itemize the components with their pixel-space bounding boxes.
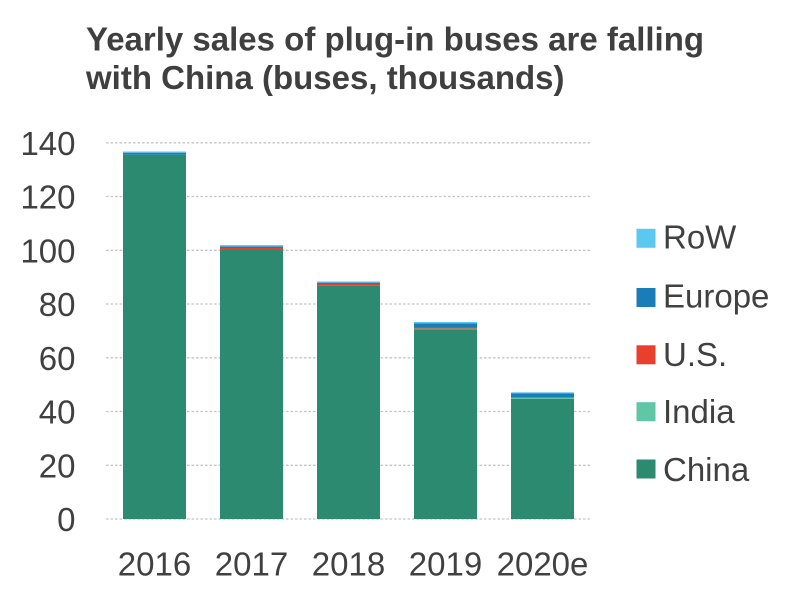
svg-text:100: 100 bbox=[20, 232, 75, 269]
svg-text:China: China bbox=[663, 451, 750, 488]
svg-text:with China (buses, thousands): with China (buses, thousands) bbox=[85, 59, 565, 96]
svg-text:40: 40 bbox=[39, 394, 76, 431]
svg-text:120: 120 bbox=[20, 179, 75, 216]
svg-text:2017: 2017 bbox=[215, 546, 288, 583]
svg-text:RoW: RoW bbox=[663, 218, 737, 255]
svg-text:140: 140 bbox=[20, 125, 75, 162]
svg-text:India: India bbox=[663, 393, 735, 430]
svg-text:2016: 2016 bbox=[118, 546, 191, 583]
svg-text:U.S.: U.S. bbox=[663, 336, 727, 373]
svg-text:Europe: Europe bbox=[663, 277, 769, 314]
svg-text:2018: 2018 bbox=[312, 546, 385, 583]
svg-text:Yearly sales of plug-in buses: Yearly sales of plug-in buses are fallin… bbox=[86, 21, 704, 58]
svg-text:80: 80 bbox=[39, 286, 76, 323]
svg-text:2019: 2019 bbox=[409, 546, 482, 583]
svg-text:0: 0 bbox=[57, 501, 75, 538]
svg-text:60: 60 bbox=[39, 340, 76, 377]
svg-text:20: 20 bbox=[39, 447, 76, 484]
svg-text:2020e: 2020e bbox=[497, 546, 589, 583]
